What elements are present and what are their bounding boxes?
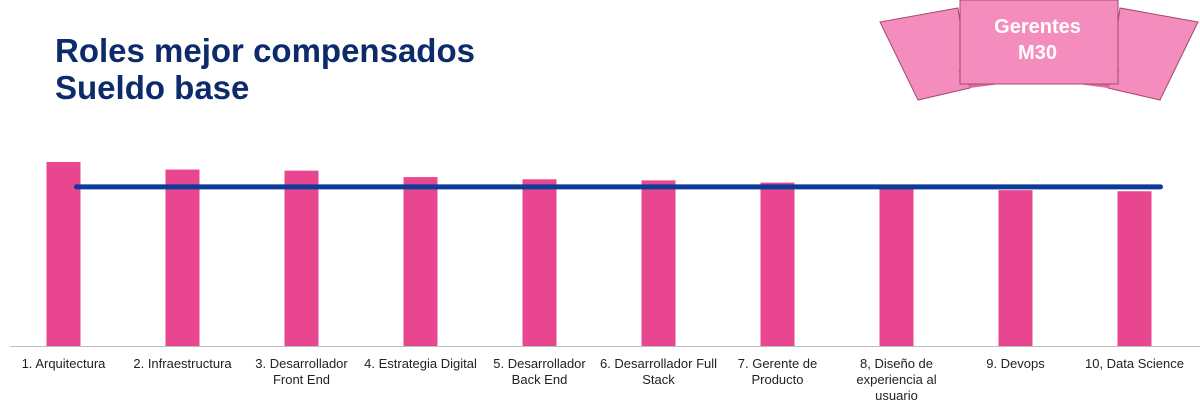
bar-10 [1117,191,1152,346]
bar-2 [165,169,200,346]
x-tick-label-2: 2. Infraestructura [133,356,232,371]
x-tick-label-4: 4. Estrategia Digital [364,356,477,371]
title-line-2: Sueldo base [55,69,250,106]
x-tick-label-5: 5. Desarrollador Back End [493,356,586,387]
bar-6 [641,180,676,346]
bar-7 [760,182,795,346]
x-tick-label-10: 10, Data Science [1084,356,1184,371]
bar-3 [284,170,319,346]
bar-5 [522,179,557,346]
ribbon-center [959,0,1119,85]
banner-line-1: Gerentes [994,16,1081,38]
bar-1 [46,162,81,346]
chart-title: Roles mejor compensados Sueldo base [55,32,475,106]
x-tick-label-6: 6. Desarrollador Full Stack [599,356,718,387]
x-tick-label-9: 9. Devops [986,356,1045,371]
x-tick-label-7: 7. Gerente de Producto [737,356,818,387]
banner-line-2: M30 [1018,42,1057,64]
ribbon-banner [879,0,1199,101]
x-tick-label-3: 3. Desarrollador Front End [255,356,348,387]
title-line-1: Roles mejor compensados [55,32,475,69]
banner-label: Gerentes M30 [960,14,1115,66]
x-tick-label-8: 8, Diseño de experiencia al usuario [856,356,937,403]
bar-4 [403,177,438,346]
bar-8 [879,184,914,346]
bar-9 [998,190,1033,346]
x-tick-label-1: 1. Arquitectura [21,356,106,371]
